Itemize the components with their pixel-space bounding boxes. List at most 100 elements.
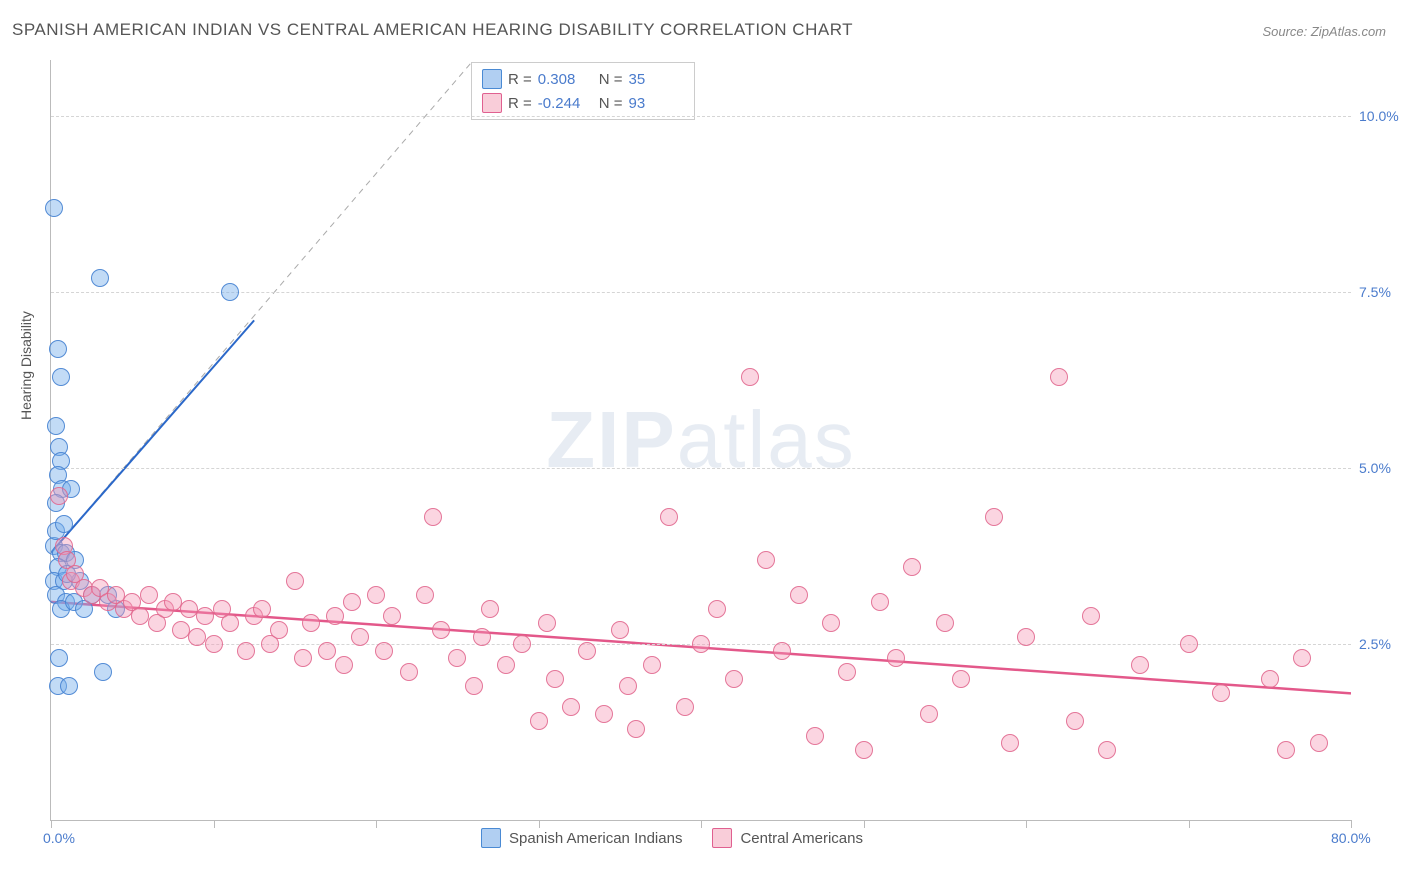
scatter-point bbox=[741, 368, 759, 386]
scatter-point bbox=[481, 600, 499, 618]
y-tick-label: 2.5% bbox=[1359, 636, 1406, 652]
scatter-point bbox=[757, 551, 775, 569]
scatter-point bbox=[164, 593, 182, 611]
trend-line bbox=[51, 602, 1351, 693]
scatter-point bbox=[627, 720, 645, 738]
identity-line bbox=[51, 60, 474, 553]
scatter-point bbox=[725, 670, 743, 688]
scatter-point bbox=[148, 614, 166, 632]
scatter-point bbox=[326, 607, 344, 625]
scatter-point bbox=[62, 572, 80, 590]
scatter-point bbox=[538, 614, 556, 632]
scatter-point bbox=[871, 593, 889, 611]
scatter-point bbox=[94, 663, 112, 681]
scatter-point bbox=[270, 621, 288, 639]
scatter-point bbox=[50, 487, 68, 505]
scatter-point bbox=[465, 677, 483, 695]
scatter-point bbox=[530, 712, 548, 730]
scatter-point bbox=[253, 600, 271, 618]
series-legend: Spanish American Indians Central American… bbox=[481, 828, 863, 848]
scatter-point bbox=[1261, 670, 1279, 688]
scatter-point bbox=[47, 417, 65, 435]
watermark-light: atlas bbox=[677, 395, 856, 484]
correlation-row: R =0.308N =35 bbox=[482, 67, 684, 91]
scatter-point bbox=[1212, 684, 1230, 702]
scatter-point bbox=[83, 586, 101, 604]
x-tick bbox=[1026, 820, 1027, 828]
scatter-point bbox=[497, 656, 515, 674]
legend-swatch bbox=[482, 93, 502, 113]
x-tick bbox=[701, 820, 702, 828]
scatter-point bbox=[115, 600, 133, 618]
scatter-point bbox=[887, 649, 905, 667]
scatter-point bbox=[213, 600, 231, 618]
scatter-point bbox=[1082, 607, 1100, 625]
correlation-row: R =-0.244N =93 bbox=[482, 91, 684, 115]
scatter-point bbox=[47, 494, 65, 512]
scatter-point bbox=[1066, 712, 1084, 730]
scatter-point bbox=[400, 663, 418, 681]
scatter-point bbox=[50, 649, 68, 667]
y-tick-label: 10.0% bbox=[1359, 108, 1406, 124]
scatter-point bbox=[140, 586, 158, 604]
legend-swatch bbox=[481, 828, 501, 848]
scatter-point bbox=[57, 593, 75, 611]
n-value: 35 bbox=[629, 71, 684, 88]
scatter-point bbox=[790, 586, 808, 604]
n-label: N = bbox=[599, 71, 623, 88]
scatter-point bbox=[676, 698, 694, 716]
scatter-point bbox=[53, 480, 71, 498]
legend-swatch bbox=[712, 828, 732, 848]
n-label: N = bbox=[599, 95, 623, 112]
scatter-point bbox=[1001, 734, 1019, 752]
scatter-point bbox=[55, 515, 73, 533]
x-tick-label: 0.0% bbox=[43, 830, 75, 846]
x-tick bbox=[376, 820, 377, 828]
scatter-point bbox=[45, 572, 63, 590]
scatter-point bbox=[432, 621, 450, 639]
y-axis-label: Hearing Disability bbox=[18, 311, 34, 420]
scatter-point bbox=[952, 670, 970, 688]
scatter-point bbox=[71, 572, 89, 590]
scatter-point bbox=[156, 600, 174, 618]
chart-container: SPANISH AMERICAN INDIAN VS CENTRAL AMERI… bbox=[0, 0, 1406, 892]
scatter-point bbox=[1293, 649, 1311, 667]
scatter-point bbox=[99, 586, 117, 604]
scatter-point bbox=[91, 269, 109, 287]
x-tick bbox=[51, 820, 52, 828]
scatter-point bbox=[343, 593, 361, 611]
r-value: 0.308 bbox=[538, 71, 593, 88]
scatter-point bbox=[920, 705, 938, 723]
scatter-point bbox=[903, 558, 921, 576]
scatter-point bbox=[45, 199, 63, 217]
x-tick bbox=[214, 820, 215, 828]
legend-item: Central Americans bbox=[712, 828, 863, 848]
scatter-point bbox=[52, 544, 70, 562]
scatter-point bbox=[83, 586, 101, 604]
scatter-point bbox=[546, 670, 564, 688]
scatter-point bbox=[611, 621, 629, 639]
scatter-point bbox=[107, 586, 125, 604]
scatter-point bbox=[45, 537, 63, 555]
scatter-point bbox=[619, 677, 637, 695]
scatter-point bbox=[245, 607, 263, 625]
scatter-point bbox=[66, 565, 84, 583]
scatter-point bbox=[448, 649, 466, 667]
x-tick-label: 80.0% bbox=[1331, 830, 1371, 846]
legend-label: Central Americans bbox=[740, 830, 863, 847]
legend-swatch bbox=[482, 69, 502, 89]
scatter-point bbox=[58, 551, 76, 569]
scatter-point bbox=[50, 438, 68, 456]
scatter-point bbox=[47, 522, 65, 540]
x-tick bbox=[864, 820, 865, 828]
scatter-point bbox=[416, 586, 434, 604]
scatter-point bbox=[286, 572, 304, 590]
plot-area: ZIPatlas R =0.308N =35R =-0.244N =93 Spa… bbox=[50, 60, 1351, 821]
scatter-point bbox=[55, 537, 73, 555]
scatter-point bbox=[1131, 656, 1149, 674]
scatter-point bbox=[424, 508, 442, 526]
y-tick-label: 5.0% bbox=[1359, 460, 1406, 476]
legend-label: Spanish American Indians bbox=[509, 830, 682, 847]
scatter-point bbox=[65, 593, 83, 611]
scatter-point bbox=[55, 572, 73, 590]
